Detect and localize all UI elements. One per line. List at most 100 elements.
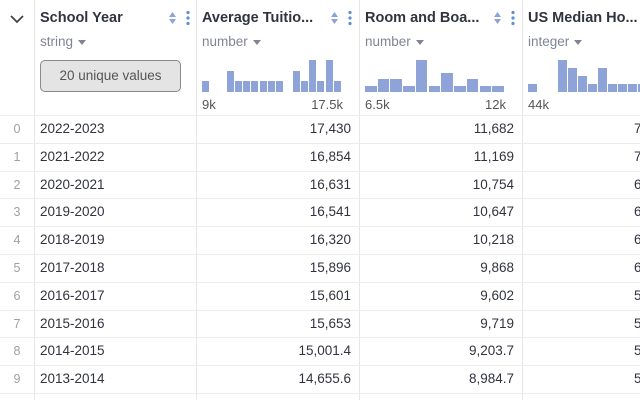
cell: 10,647 — [472, 204, 514, 220]
column-type[interactable]: string — [40, 34, 87, 49]
cell: 8,984.7 — [468, 371, 514, 387]
cell: 5 — [634, 371, 640, 387]
cell: 15,001.4 — [298, 343, 351, 359]
cell: 10,754 — [472, 176, 514, 192]
cell: 2020-2021 — [40, 176, 105, 192]
cell: 2018-2019 — [40, 232, 105, 248]
column-title[interactable]: Average Tuitio... — [202, 10, 314, 26]
histogram-max: 17.5k — [311, 97, 343, 112]
histogram-bar — [568, 68, 577, 92]
unique-values-button[interactable]: 20 unique values — [40, 60, 181, 92]
histogram-bar — [598, 68, 607, 92]
cell: 16,320 — [309, 232, 351, 248]
histogram-bar — [251, 81, 259, 92]
cell: 9,602 — [480, 287, 514, 303]
cell: 15,653 — [309, 315, 351, 331]
cell: 15,896 — [309, 260, 351, 275]
histogram-bar — [403, 85, 415, 92]
histogram-max: 12k — [485, 97, 506, 112]
type-caret[interactable] — [415, 39, 424, 45]
expand-chevron[interactable] — [9, 13, 25, 25]
column-type[interactable]: integer — [528, 34, 583, 49]
type-caret[interactable] — [78, 39, 87, 45]
histogram-bar — [528, 84, 537, 92]
row-divider — [0, 309, 640, 311]
histogram-bar — [234, 81, 242, 92]
column-title[interactable]: School Year — [40, 10, 123, 26]
histogram-bar — [441, 72, 453, 92]
histogram-bar — [558, 60, 567, 92]
cell: 9,868 — [480, 260, 514, 275]
histogram-bar — [317, 81, 325, 92]
cell: 5 — [634, 315, 640, 331]
cell: 2013-2014 — [40, 371, 105, 387]
row-divider — [0, 337, 640, 339]
row-divider — [0, 198, 640, 200]
histogram-bar — [628, 84, 637, 92]
cell: 16,854 — [309, 148, 351, 164]
cell: 2014-2015 — [40, 343, 105, 359]
histogram-bar — [267, 81, 275, 92]
row-index: 9 — [13, 372, 21, 387]
histogram-bar — [608, 84, 617, 92]
row-index: 5 — [13, 261, 21, 275]
histogram-min: 44k — [528, 97, 549, 112]
cell: 9,203.7 — [468, 343, 514, 359]
histogram-bar — [333, 81, 341, 92]
row-index: 7 — [13, 316, 21, 331]
cell: 2019-2020 — [40, 204, 105, 220]
histogram-bar — [428, 85, 441, 92]
cell: 15,601 — [309, 287, 351, 303]
cell: 6 — [634, 232, 640, 248]
row-divider — [0, 142, 640, 144]
row-divider — [0, 393, 640, 394]
column-menu[interactable] — [493, 10, 519, 26]
row-divider — [0, 226, 640, 228]
column-type[interactable]: number — [202, 34, 261, 49]
cell: 5 — [634, 287, 640, 303]
cell: 7 — [634, 121, 640, 136]
row-index: 0 — [13, 122, 21, 136]
histogram-bar — [638, 84, 640, 92]
row-index: 2 — [13, 177, 21, 192]
column-divider — [196, 0, 197, 400]
row-index: 4 — [13, 233, 21, 248]
histogram-bar — [390, 79, 402, 92]
column-type[interactable]: number — [365, 34, 424, 49]
column-title[interactable]: US Median Ho... — [528, 10, 638, 26]
row-index: 1 — [13, 149, 21, 164]
histogram-bar — [466, 79, 479, 92]
histogram-min: 9k — [202, 97, 216, 112]
type-caret[interactable] — [252, 39, 261, 45]
cell: 11,682 — [473, 121, 514, 136]
histogram-bar — [454, 85, 466, 92]
row-divider — [0, 281, 640, 283]
histogram-bar — [479, 85, 492, 92]
column-menu[interactable] — [330, 10, 356, 26]
cell: 10,218 — [472, 232, 514, 248]
histogram-bar — [415, 60, 428, 92]
histogram-bar — [578, 76, 587, 92]
histogram-bar — [202, 81, 210, 92]
cell: 6 — [634, 204, 640, 220]
cell: 2022-2023 — [40, 121, 105, 136]
cell: 2021-2022 — [40, 148, 105, 164]
column-title[interactable]: Room and Boa... — [365, 10, 480, 26]
cell: 16,541 — [309, 204, 351, 220]
histogram-bar — [226, 70, 234, 92]
row-index: 8 — [13, 344, 21, 359]
type-caret[interactable] — [574, 39, 583, 45]
histogram-bar — [588, 84, 597, 92]
histogram-bar — [243, 81, 251, 92]
row-index: 3 — [13, 205, 21, 220]
cell: 16,631 — [309, 176, 351, 192]
cell: 2016-2017 — [40, 287, 105, 303]
column-menu[interactable] — [168, 10, 194, 26]
header-divider — [0, 115, 640, 116]
histogram-bar — [365, 85, 377, 92]
histogram-bar — [325, 60, 333, 92]
cell: 2017-2018 — [40, 260, 105, 275]
column-divider — [34, 0, 35, 400]
cell: 17,430 — [309, 121, 351, 136]
